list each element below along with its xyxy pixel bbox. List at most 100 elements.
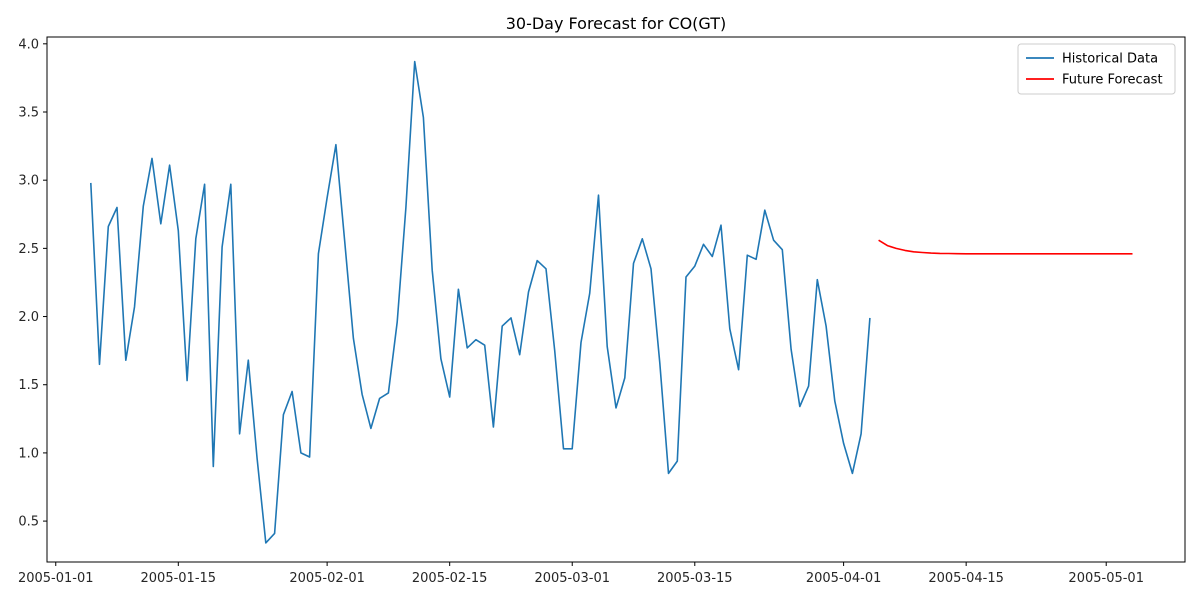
data-point (677, 460, 679, 462)
x-tick-label: 2005-05-01 (1068, 571, 1144, 586)
data-point (563, 448, 565, 450)
data-point (685, 276, 687, 278)
data-point (519, 354, 521, 356)
data-point (431, 269, 433, 271)
data-point (440, 358, 442, 360)
data-point (204, 184, 206, 186)
data-point (414, 61, 416, 63)
data-point (790, 349, 792, 351)
data-point (230, 184, 232, 186)
data-point (1105, 253, 1107, 255)
data-point (633, 263, 635, 265)
data-point (1018, 253, 1020, 255)
data-point (335, 144, 337, 146)
data-point (729, 328, 731, 330)
data-point (151, 158, 153, 160)
plot-frame (46, 36, 1186, 563)
data-point (300, 452, 302, 454)
data-point (423, 117, 425, 119)
data-point (1123, 253, 1125, 255)
data-point (957, 253, 959, 255)
y-tick-label: 3.0 (18, 174, 39, 189)
data-point (939, 253, 941, 255)
data-point (606, 346, 608, 348)
data-point (379, 398, 381, 400)
data-point (1088, 253, 1090, 255)
data-point (904, 250, 906, 252)
data-point (747, 254, 749, 256)
data-point (143, 205, 145, 207)
data-point (116, 207, 118, 209)
data-point (353, 338, 355, 340)
data-point (283, 414, 285, 416)
data-point (720, 224, 722, 226)
data-point (1132, 253, 1134, 255)
series-line-0 (90, 60, 871, 544)
data-point (948, 253, 950, 255)
y-tick-label: 2.5 (18, 242, 39, 257)
data-point (90, 182, 92, 184)
data-point (755, 259, 757, 261)
data-point (817, 279, 819, 281)
data-point (965, 253, 967, 255)
data-point (1114, 253, 1116, 255)
data-point (405, 207, 407, 209)
data-point (930, 252, 932, 254)
x-tick-label: 2005-01-01 (18, 571, 94, 586)
data-point (361, 394, 363, 396)
data-point (134, 306, 136, 308)
data-point (878, 239, 880, 241)
legend-label: Historical Data (1062, 52, 1158, 67)
data-point (99, 364, 101, 366)
data-point (659, 362, 661, 364)
x-tick-label: 2005-03-15 (657, 571, 733, 586)
data-point (213, 466, 215, 468)
data-point (326, 197, 328, 199)
data-point (580, 342, 582, 344)
data-point (589, 293, 591, 295)
legend-label: Future Forecast (1062, 73, 1163, 88)
data-point (1000, 253, 1002, 255)
data-point (895, 248, 897, 250)
data-point (1070, 253, 1072, 255)
data-point (615, 407, 617, 409)
data-point (668, 473, 670, 475)
x-axis: 2005-01-01 2005-01-15 2005-02-01 2005-02-15… (18, 562, 1144, 586)
data-point (642, 238, 644, 240)
data-point (265, 542, 267, 544)
data-point (466, 347, 468, 349)
y-tick-label: 4.0 (18, 37, 39, 52)
data-point (1053, 253, 1055, 255)
data-point (1044, 253, 1046, 255)
data-point (318, 253, 320, 255)
data-point (370, 428, 372, 430)
data-point (221, 246, 223, 248)
series-layer (90, 60, 1134, 544)
data-point (974, 253, 976, 255)
data-point (992, 253, 994, 255)
data-point (869, 317, 871, 319)
data-point (545, 268, 547, 270)
data-point (782, 249, 784, 251)
data-point (983, 253, 985, 255)
data-point (764, 209, 766, 211)
y-tick-label: 3.5 (18, 106, 39, 121)
data-point (493, 426, 495, 428)
data-point (125, 359, 127, 361)
data-point (484, 344, 486, 346)
series-line-1 (878, 239, 1133, 255)
data-point (274, 533, 276, 535)
data-point (799, 406, 801, 408)
data-point (1079, 253, 1081, 255)
data-point (1035, 253, 1037, 255)
data-point (852, 473, 854, 475)
data-point (475, 339, 477, 341)
data-point (536, 260, 538, 262)
data-point (598, 194, 600, 196)
data-point (571, 448, 573, 450)
data-point (248, 359, 250, 361)
data-point (388, 392, 390, 394)
data-point (458, 289, 460, 291)
